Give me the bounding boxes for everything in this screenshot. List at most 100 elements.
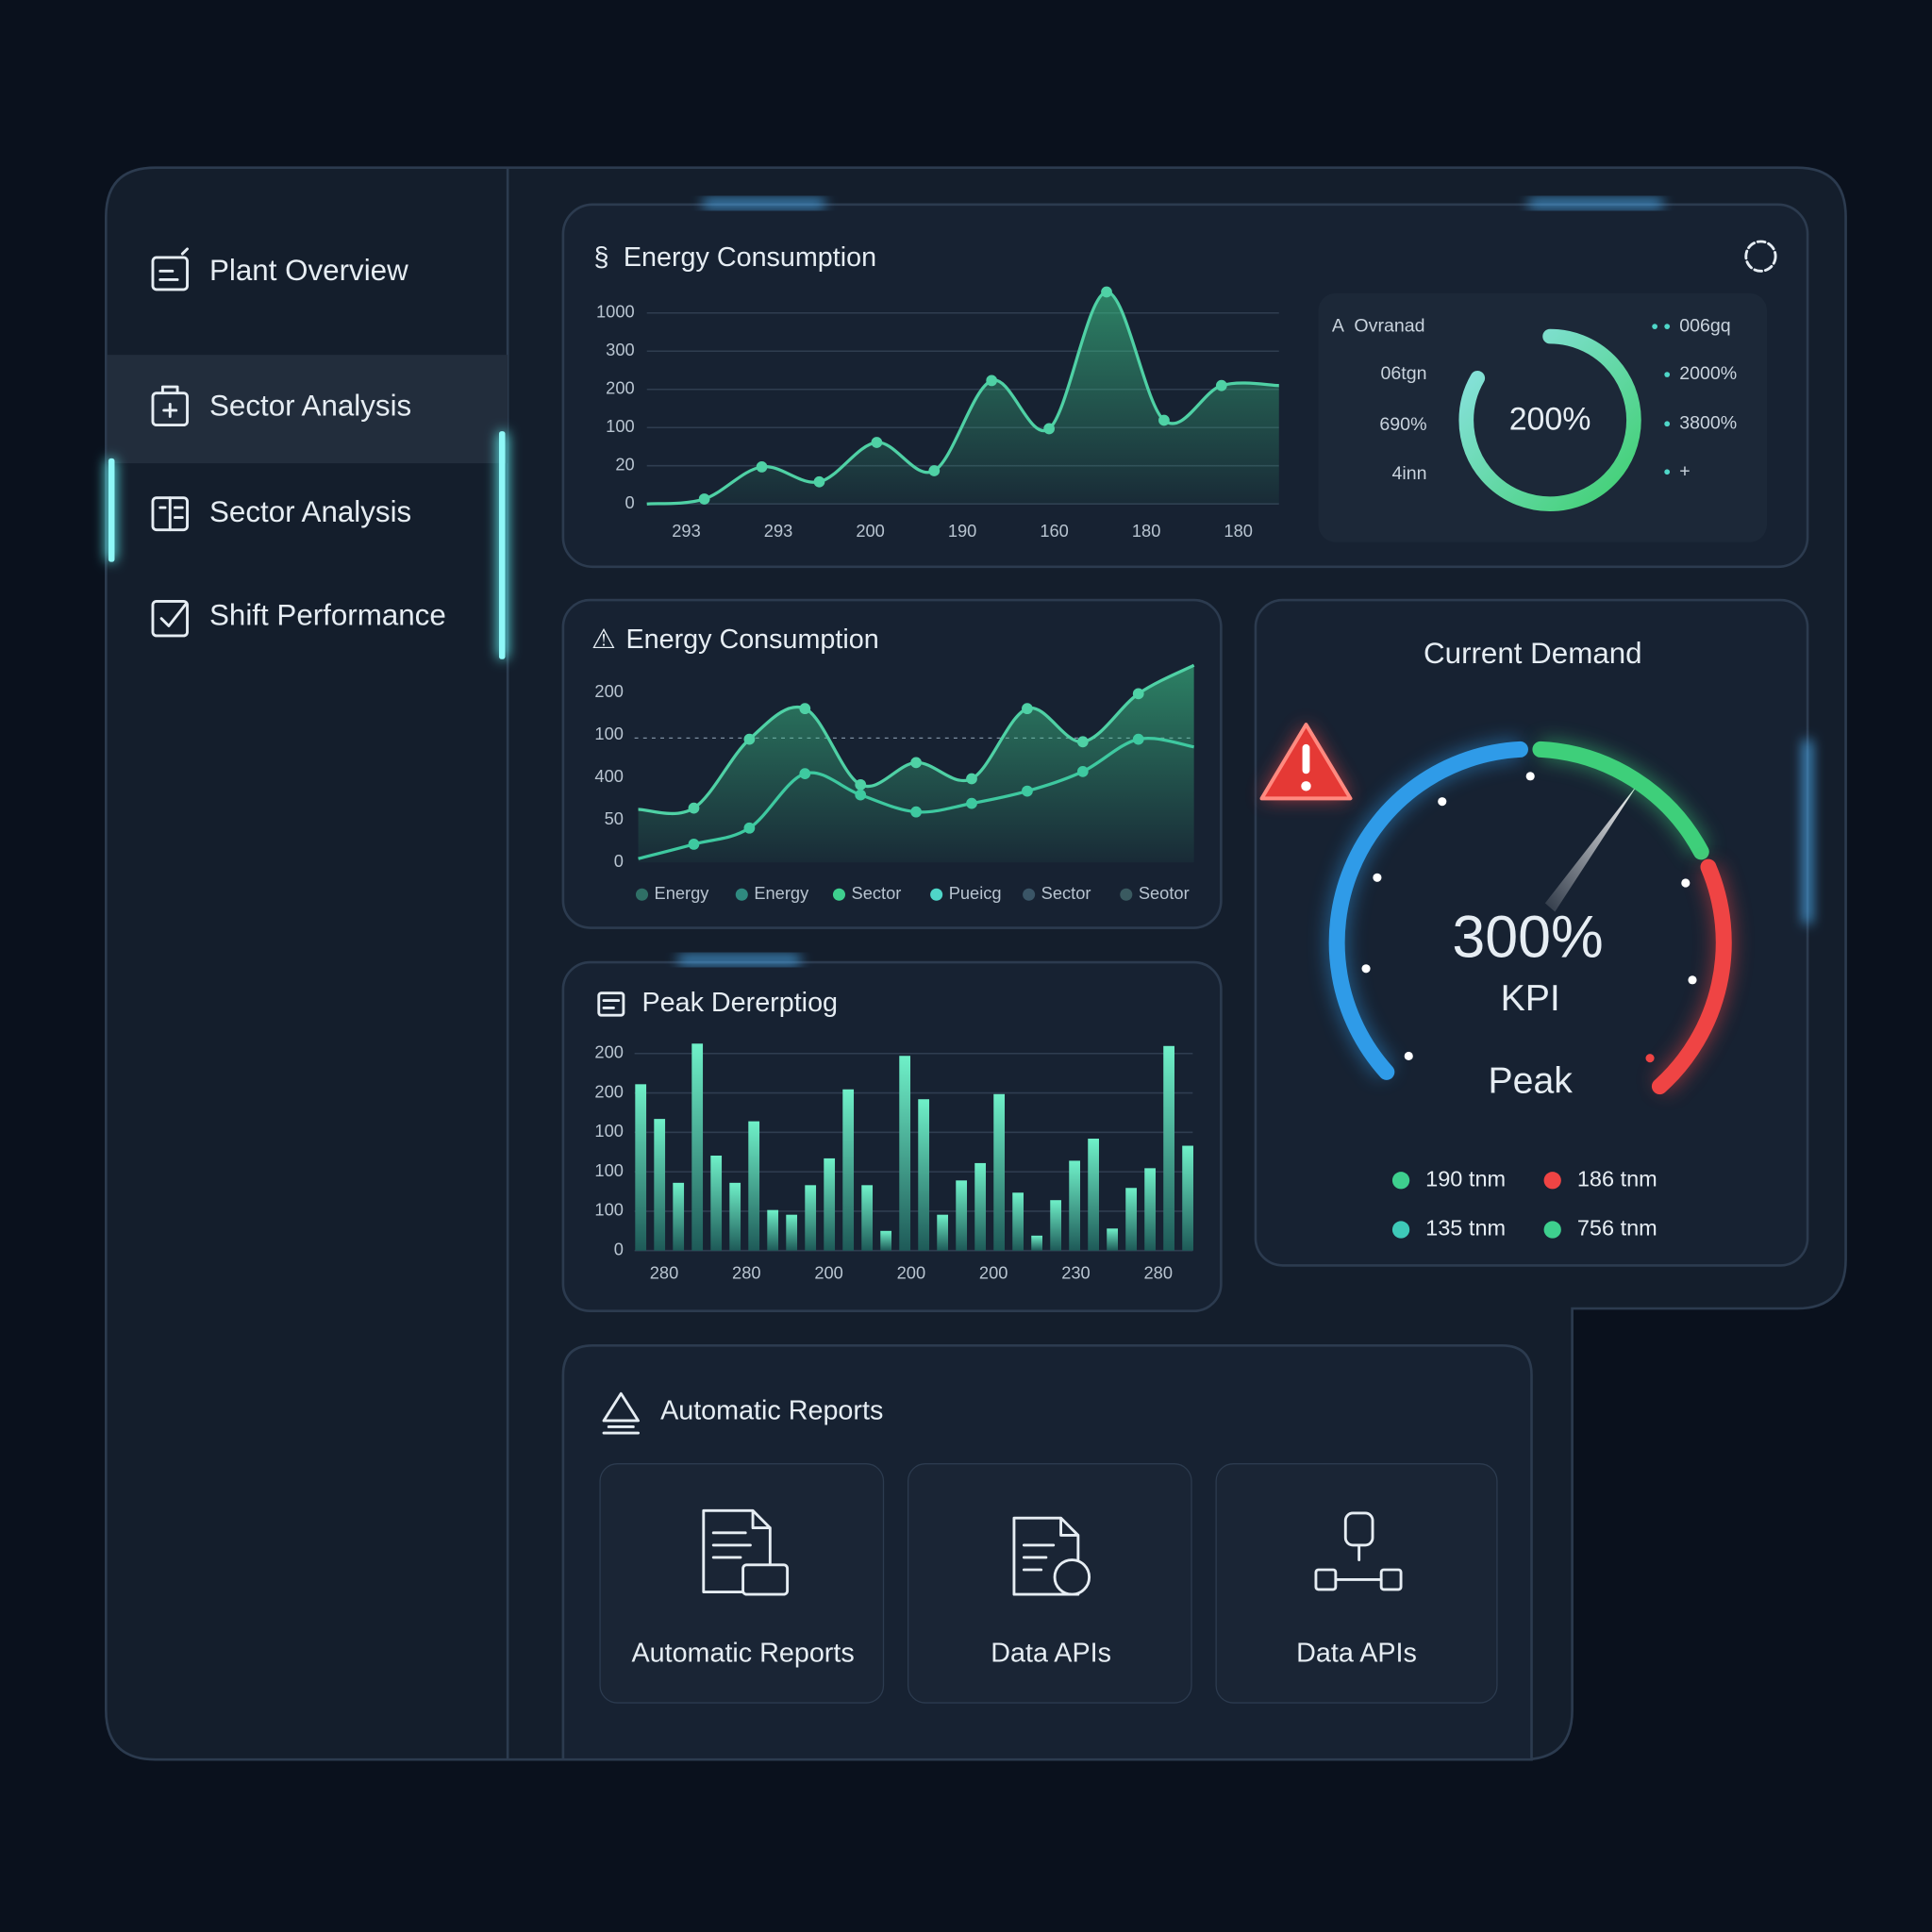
- x-tick-label: 200: [897, 1262, 925, 1282]
- bar: [974, 1162, 987, 1251]
- gauge-needle: [1544, 781, 1641, 912]
- summary-dot: [1664, 421, 1671, 427]
- point: [1215, 379, 1227, 391]
- y-tick-label: 300: [606, 340, 634, 359]
- legend-label: Pueicg: [949, 883, 1002, 903]
- panel-title: Energy Consumption: [624, 242, 876, 273]
- nav-indicator: [498, 431, 506, 659]
- point: [1022, 703, 1033, 715]
- point: [743, 733, 756, 745]
- bar: [805, 1185, 817, 1251]
- gauge-dot: [1361, 964, 1371, 974]
- summary-dot: [1664, 324, 1671, 329]
- y-tick-label: 0: [614, 851, 624, 871]
- card-label[interactable]: Automatic Reports: [631, 1639, 854, 1669]
- x-tick-label: 230: [1061, 1262, 1090, 1282]
- point: [1132, 733, 1144, 745]
- y-tick-label: 0: [625, 492, 634, 512]
- point: [855, 778, 867, 791]
- legend-label: Sector: [852, 883, 902, 903]
- legend-label: 190 tnm: [1425, 1166, 1506, 1191]
- x-tick-label: 280: [650, 1262, 678, 1282]
- x-tick-label: 280: [732, 1262, 760, 1282]
- card-label[interactable]: Data APIs: [1296, 1639, 1417, 1669]
- bar: [654, 1119, 666, 1251]
- panel-title: Peak Dererptiog: [641, 988, 838, 1018]
- legend-label: 135 tnm: [1425, 1216, 1506, 1241]
- bar: [880, 1230, 892, 1251]
- card-icon: [1314, 1511, 1403, 1591]
- legend-label: Sector: [1041, 883, 1091, 903]
- point: [1132, 688, 1144, 700]
- gauge-dot: [1645, 1054, 1655, 1063]
- point: [813, 475, 825, 488]
- gauge-dot: [1681, 878, 1690, 888]
- legend-label: Energy: [655, 883, 710, 903]
- card-icon: [702, 1508, 790, 1596]
- summary-dot: [1652, 324, 1657, 329]
- nav-item[interactable]: Sector Analysis: [209, 390, 411, 423]
- bar: [1163, 1045, 1174, 1251]
- x-tick-label: 200: [856, 521, 884, 541]
- point: [756, 461, 768, 473]
- legend-dot: [1023, 888, 1036, 901]
- bar: [729, 1182, 741, 1251]
- bar: [842, 1089, 855, 1251]
- bar: [1125, 1188, 1137, 1251]
- glow: [702, 199, 826, 208]
- x-tick-label: 280: [1144, 1262, 1173, 1282]
- nav-item[interactable]: Shift Performance: [209, 599, 446, 632]
- y-tick-label: 200: [606, 378, 634, 398]
- report-card[interactable]: [1215, 1463, 1498, 1704]
- report-card[interactable]: [907, 1463, 1192, 1704]
- bar: [937, 1214, 949, 1251]
- point: [871, 437, 883, 448]
- summary-dot: [1664, 372, 1671, 377]
- y-tick-label: 0: [614, 1240, 624, 1259]
- card-label[interactable]: Data APIs: [991, 1639, 1111, 1669]
- summary-title: Ovranad: [1354, 315, 1424, 336]
- legend-label: Energy: [754, 883, 809, 903]
- x-tick-label: 190: [948, 521, 976, 541]
- point: [1076, 765, 1089, 777]
- nav-item[interactable]: Plant Overview: [209, 254, 408, 287]
- x-tick-label: 160: [1040, 521, 1068, 541]
- panel-title: Energy Consumption: [626, 625, 879, 655]
- bar: [1050, 1200, 1061, 1251]
- bar: [786, 1214, 798, 1251]
- legend-label: 756 tnm: [1577, 1216, 1657, 1241]
- bar: [918, 1099, 930, 1251]
- bar: [824, 1158, 836, 1251]
- point: [688, 839, 700, 850]
- bar: [1012, 1192, 1024, 1251]
- card-icon: [1012, 1516, 1091, 1596]
- x-tick-label: 180: [1132, 521, 1160, 541]
- nav-item[interactable]: Sector Analysis: [209, 495, 411, 528]
- point: [1076, 736, 1089, 748]
- x-tick-label: 293: [764, 521, 792, 541]
- bar: [956, 1180, 968, 1251]
- y-tick-label: 100: [594, 1121, 623, 1141]
- nav-indicator: [108, 458, 115, 562]
- bar: [899, 1056, 911, 1251]
- summary-right-label: 006gq: [1679, 315, 1730, 336]
- point: [799, 703, 811, 715]
- summary-right-label: 2000%: [1679, 363, 1737, 384]
- legend-dot: [735, 888, 748, 901]
- panel-icon: §: [594, 242, 609, 273]
- summary-card: [1318, 292, 1767, 542]
- settings-icon[interactable]: [1744, 240, 1777, 273]
- legend-dot: [1120, 888, 1133, 901]
- legend-label: Seotor: [1139, 883, 1190, 903]
- point: [910, 757, 922, 769]
- legend-dot: [1543, 1172, 1561, 1190]
- bar: [1107, 1228, 1118, 1251]
- point: [743, 822, 756, 834]
- point: [1022, 785, 1033, 797]
- gauge-arc: [1651, 858, 1732, 1095]
- summary-left-label: 690%: [1379, 414, 1426, 435]
- y-tick-label: 200: [594, 1042, 623, 1062]
- legend-label: 186 tnm: [1577, 1166, 1657, 1191]
- y-tick-label: 100: [606, 416, 634, 436]
- point: [698, 493, 710, 505]
